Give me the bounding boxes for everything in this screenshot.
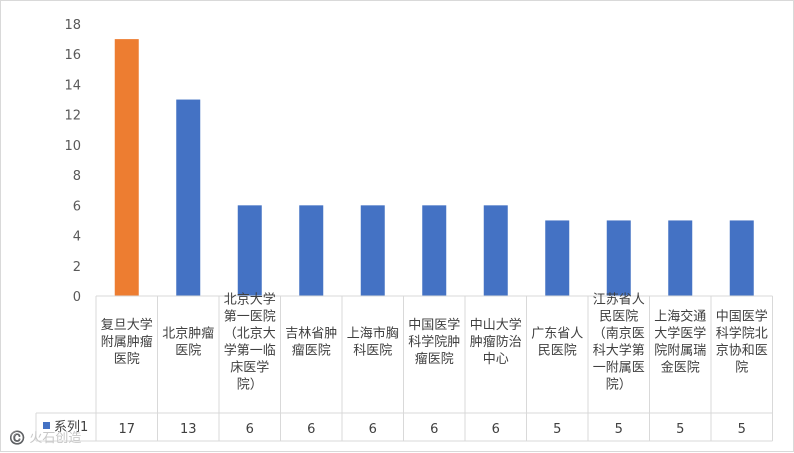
category-label: 广东省人民医院 bbox=[531, 327, 583, 359]
legend-label: 系列1 bbox=[54, 420, 88, 435]
bar bbox=[114, 39, 139, 296]
data-table: 17 13 6 6 6 6 6 5 5 5 5 bbox=[35, 295, 773, 442]
y-tick-label: 12 bbox=[64, 109, 81, 124]
legend-swatch bbox=[43, 422, 50, 429]
y-axis: 0 2 4 6 8 10 12 14 16 18 bbox=[64, 18, 81, 305]
table-value: 17 bbox=[118, 422, 135, 437]
category-label: 吉林省肿瘤医院 bbox=[285, 327, 337, 359]
table-value: 6 bbox=[369, 422, 377, 437]
table-value: 5 bbox=[738, 422, 746, 437]
category-label: 复旦大学附属肿瘤医院 bbox=[101, 317, 153, 367]
y-tick-label: 10 bbox=[64, 139, 81, 154]
category-label: 上海交通大学医学院附属瑞金医院 bbox=[654, 309, 706, 376]
category-label: 中山大学肿瘤防治中心 bbox=[470, 317, 522, 367]
bar bbox=[483, 205, 508, 296]
y-tick-label: 2 bbox=[73, 260, 81, 275]
table-value: 13 bbox=[180, 422, 197, 437]
table-value: 5 bbox=[615, 422, 623, 437]
table-value: 6 bbox=[492, 422, 500, 437]
y-tick-label: 0 bbox=[73, 290, 81, 305]
category-label: 上海市胸科医院 bbox=[347, 326, 399, 359]
table-value: 5 bbox=[676, 422, 684, 437]
table-value: 6 bbox=[246, 422, 254, 437]
y-tick-label: 4 bbox=[73, 230, 81, 245]
category-label: 中国医学科学院肿瘤医院 bbox=[408, 317, 460, 367]
y-tick-label: 18 bbox=[64, 18, 81, 33]
y-tick-label: 14 bbox=[64, 78, 81, 93]
y-tick-label: 8 bbox=[73, 169, 81, 184]
bar bbox=[606, 220, 631, 296]
bar bbox=[545, 220, 570, 296]
category-label: 中国医学科学院北京协和医院 bbox=[716, 309, 768, 376]
bar bbox=[237, 205, 262, 296]
category-label: 江苏省人民医院（南京医科大学第一附属医院） bbox=[593, 292, 645, 393]
y-tick-label: 16 bbox=[64, 48, 81, 63]
category-label: 北京肿瘤医院 bbox=[162, 326, 214, 359]
legend: 系列1 bbox=[43, 420, 88, 435]
bar bbox=[422, 205, 447, 296]
y-tick-label: 6 bbox=[73, 199, 81, 214]
bar bbox=[729, 220, 754, 296]
table-value: 6 bbox=[430, 422, 438, 437]
bars bbox=[114, 39, 754, 296]
category-label: 北京大学第一医院（北京大学第一临床医学院） bbox=[224, 292, 276, 393]
bar bbox=[299, 205, 324, 296]
watermark: ©️ 火石创造 bbox=[9, 430, 81, 446]
bar bbox=[360, 205, 385, 296]
bar bbox=[668, 220, 693, 296]
table-value: 6 bbox=[307, 422, 315, 437]
bar bbox=[176, 99, 201, 296]
table-value: 5 bbox=[553, 422, 561, 437]
